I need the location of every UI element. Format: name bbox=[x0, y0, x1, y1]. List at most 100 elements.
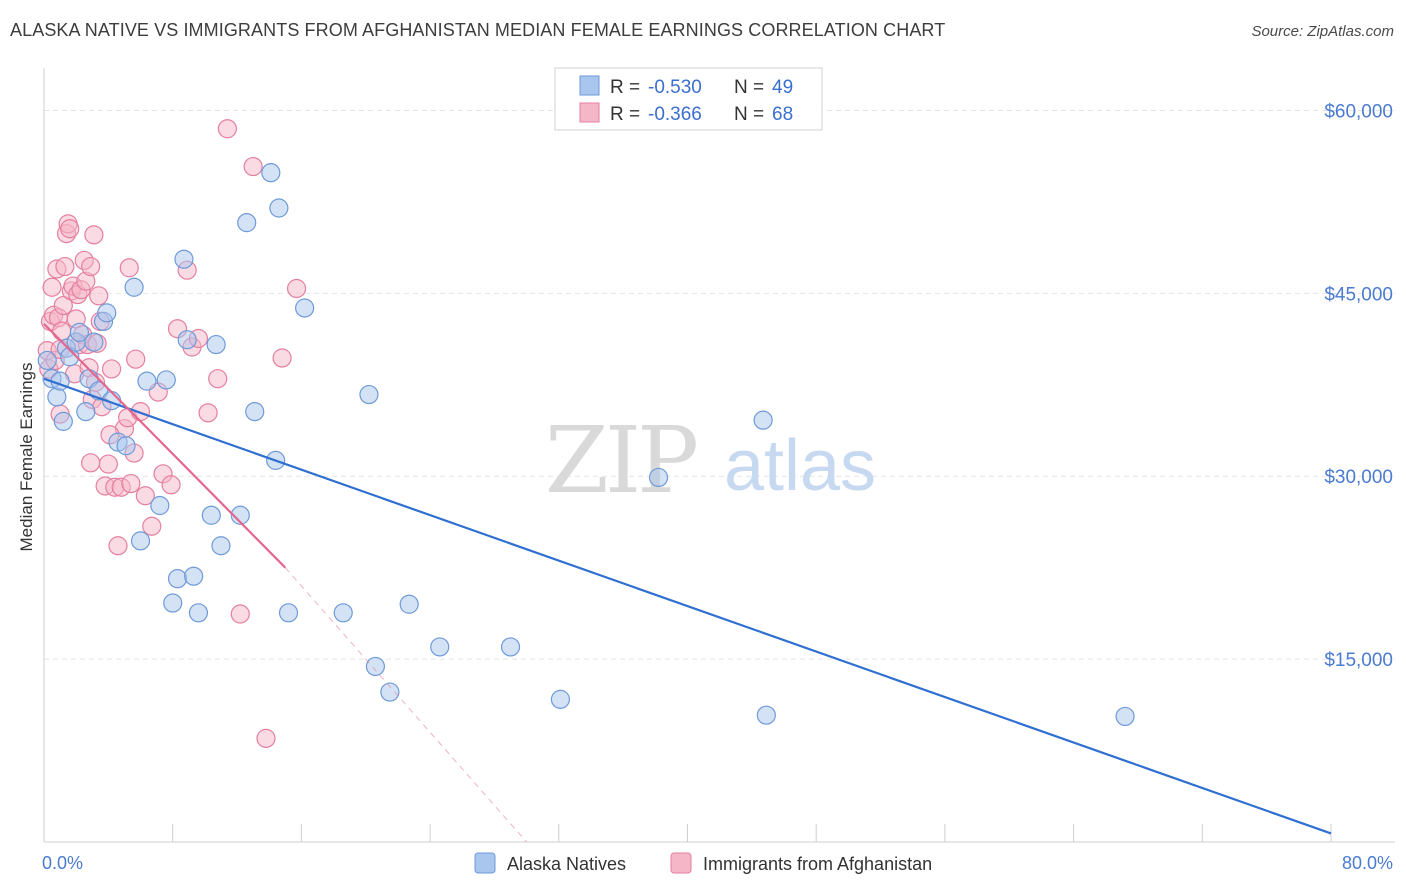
x-tick-label-min: 0.0% bbox=[42, 853, 83, 873]
blue-point-29 bbox=[201, 505, 221, 525]
blue-point-17 bbox=[116, 436, 136, 456]
blue-point-45 bbox=[430, 637, 450, 657]
pink-point-14 bbox=[60, 219, 80, 239]
top-legend: R = -0.530 N = 49 R = -0.366 N = 68 bbox=[554, 67, 823, 131]
pink-point-60 bbox=[243, 156, 263, 177]
blue-point-26 bbox=[177, 330, 197, 350]
blue-point-47 bbox=[550, 689, 571, 709]
blue-point-33 bbox=[237, 213, 257, 233]
watermark: ZIP atlas bbox=[545, 407, 876, 514]
blue-point-22 bbox=[156, 370, 176, 390]
blue-point-38 bbox=[278, 603, 299, 623]
pink-point-58 bbox=[217, 119, 237, 139]
blue-point-8 bbox=[69, 322, 89, 342]
blue-point-30 bbox=[206, 334, 226, 355]
blue-point-49 bbox=[753, 410, 773, 430]
pink-point-63 bbox=[286, 278, 307, 299]
legend-swatch-pink bbox=[579, 102, 600, 123]
blue-point-37 bbox=[269, 198, 289, 218]
blue-point-19 bbox=[130, 531, 151, 551]
blue-point-44 bbox=[399, 594, 419, 614]
blue-point-14 bbox=[97, 303, 117, 323]
pink-trend-extension bbox=[284, 567, 528, 843]
bottom-legend: Alaska Natives Immigrants from Afghanist… bbox=[474, 852, 932, 874]
blue-point-51 bbox=[1115, 706, 1135, 727]
pink-trend-line bbox=[43, 323, 287, 569]
legend-n-label-blue: N = bbox=[734, 77, 764, 98]
blue-point-4 bbox=[53, 411, 73, 431]
y-tick-label-3: $60,000 bbox=[1324, 101, 1393, 122]
grid-lines bbox=[44, 109, 1395, 660]
blue-point-23 bbox=[163, 593, 183, 613]
blue-point-35 bbox=[261, 163, 281, 183]
pink-point-47 bbox=[135, 486, 155, 506]
blue-point-41 bbox=[359, 384, 379, 405]
bottom-legend-swatch-pink bbox=[670, 852, 692, 874]
pink-point-39 bbox=[108, 536, 128, 556]
blue-point-31 bbox=[211, 536, 231, 556]
blue-point-21 bbox=[150, 495, 170, 516]
blue-point-24 bbox=[167, 569, 188, 589]
tick-labels: $15,000 $30,000 $45,000 $60,000 0.0% 80.0% bbox=[42, 101, 1393, 873]
blue-point-34 bbox=[245, 402, 265, 422]
blue-point-42 bbox=[365, 656, 386, 677]
blue-point-9 bbox=[76, 402, 96, 422]
legend-r-label-pink: R = bbox=[610, 104, 640, 125]
axes bbox=[43, 68, 1395, 843]
legend-n-value-pink: 68 bbox=[772, 104, 793, 125]
x-tick-label-max: 80.0% bbox=[1342, 853, 1393, 873]
pink-series-points bbox=[37, 119, 307, 748]
y-tick-label-0: $15,000 bbox=[1324, 650, 1393, 671]
blue-trend-line bbox=[43, 377, 1332, 835]
pink-point-3 bbox=[42, 277, 62, 297]
pink-point-10 bbox=[53, 295, 73, 316]
legend-n-label-pink: N = bbox=[734, 104, 764, 125]
blue-point-46 bbox=[500, 637, 521, 657]
legend-swatch-blue bbox=[579, 75, 600, 96]
pink-point-48 bbox=[142, 516, 162, 536]
blue-point-40 bbox=[333, 603, 353, 623]
pink-point-65 bbox=[119, 258, 139, 278]
legend-r-value-blue: -0.530 bbox=[648, 77, 702, 98]
pink-point-61 bbox=[256, 728, 276, 748]
pink-point-57 bbox=[208, 369, 228, 389]
blue-point-0 bbox=[37, 350, 57, 371]
pink-point-27 bbox=[81, 256, 101, 277]
blue-point-18 bbox=[124, 277, 144, 297]
legend-r-value-pink: -0.366 bbox=[648, 104, 702, 125]
blue-point-2 bbox=[47, 387, 67, 407]
blue-point-20 bbox=[137, 371, 157, 391]
pink-point-32 bbox=[89, 286, 109, 306]
y-tick-label-2: $45,000 bbox=[1324, 284, 1393, 305]
blue-point-25 bbox=[174, 249, 194, 269]
blue-point-28 bbox=[188, 603, 209, 623]
bottom-legend-label-pink: Immigrants from Afghanistan bbox=[703, 854, 932, 874]
blue-point-50 bbox=[756, 705, 776, 725]
legend-r-label-blue: R = bbox=[610, 77, 640, 98]
pink-point-66 bbox=[81, 453, 101, 473]
legend-n-value-blue: 49 bbox=[772, 77, 793, 98]
pink-point-29 bbox=[84, 225, 104, 245]
chart-title: ALASKA NATIVE VS IMMIGRANTS FROM AFGHANI… bbox=[10, 20, 946, 40]
pink-point-36 bbox=[98, 454, 118, 474]
blue-point-39 bbox=[295, 298, 315, 318]
source-label: Source: ZipAtlas.com bbox=[1251, 23, 1394, 40]
bottom-legend-swatch-blue bbox=[474, 852, 496, 874]
y-tick-label-1: $30,000 bbox=[1324, 467, 1393, 488]
pink-point-37 bbox=[101, 359, 122, 379]
pink-point-59 bbox=[230, 604, 250, 624]
watermark-zip: ZIP bbox=[545, 407, 696, 514]
blue-point-32 bbox=[230, 505, 250, 525]
pink-point-43 bbox=[121, 473, 141, 494]
blue-point-48 bbox=[648, 467, 669, 488]
blue-point-27 bbox=[184, 566, 204, 586]
pink-point-56 bbox=[198, 403, 218, 423]
y-axis-label: Median Female Earnings bbox=[17, 363, 36, 552]
blue-point-43 bbox=[380, 682, 400, 702]
watermark-atlas: atlas bbox=[724, 426, 876, 506]
bottom-legend-label-blue: Alaska Natives bbox=[507, 854, 626, 874]
pink-point-62 bbox=[272, 348, 292, 368]
pink-point-11 bbox=[55, 256, 75, 277]
pink-point-51 bbox=[161, 475, 181, 495]
